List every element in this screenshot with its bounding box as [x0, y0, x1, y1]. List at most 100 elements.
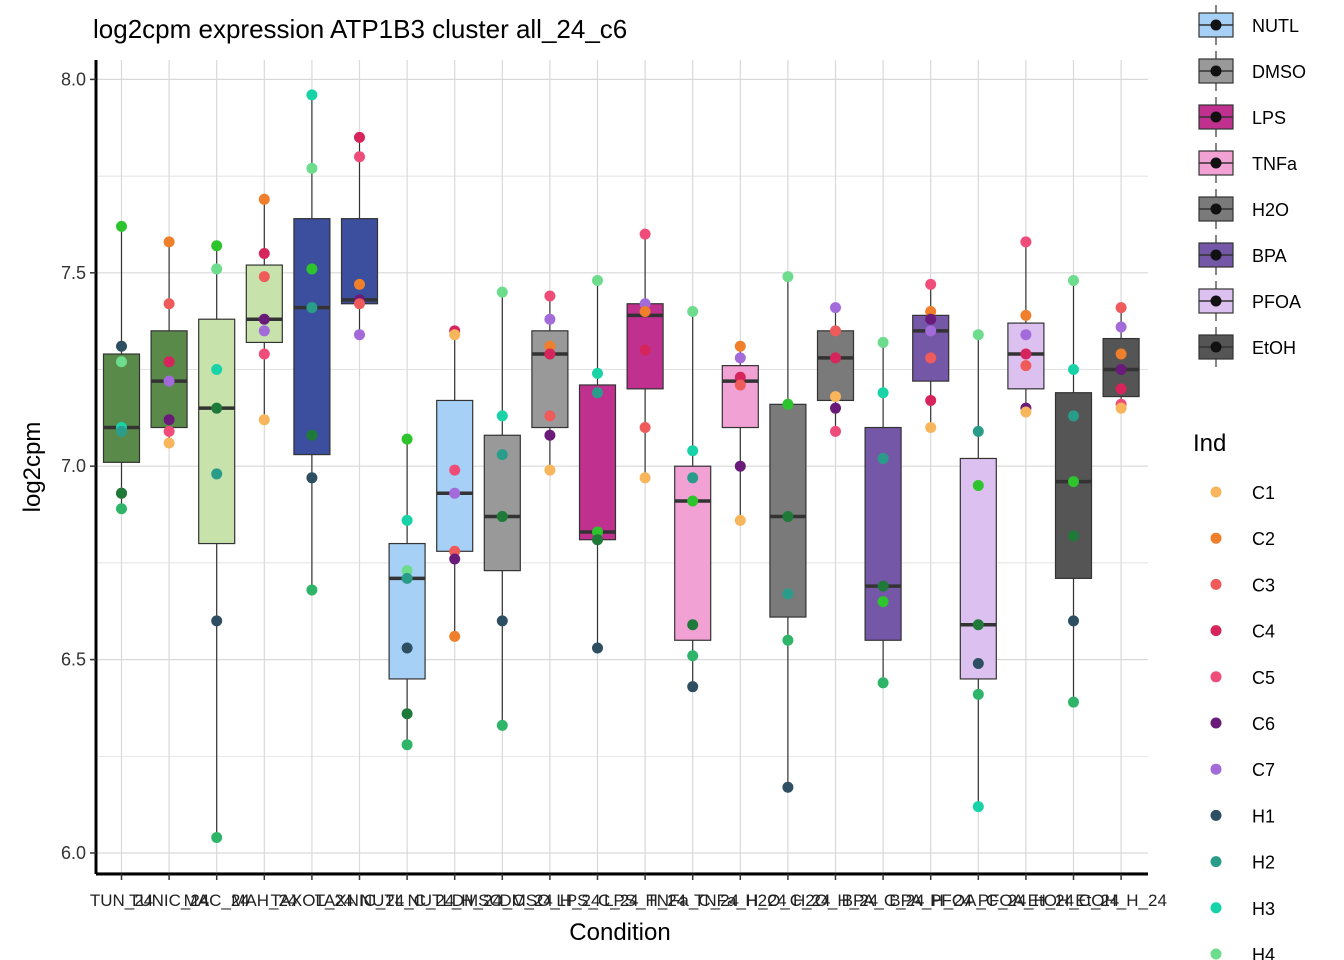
box-iqr	[674, 465, 712, 641]
point-C6	[544, 429, 556, 441]
legend-ind-label: C2	[1252, 529, 1275, 549]
point-H6	[1068, 696, 1079, 708]
legend-ind-dot	[1210, 578, 1222, 590]
point-C2	[449, 630, 461, 642]
point-C5	[354, 151, 365, 163]
point-H3	[972, 801, 984, 813]
point-C1	[1020, 406, 1032, 418]
legend-key-point	[1210, 203, 1222, 215]
legend-condition-item: NUTL	[1198, 5, 1299, 45]
point-C6	[258, 313, 270, 325]
point-C4	[925, 394, 937, 406]
box-TUN_24	[102, 220, 141, 515]
y-axis-title: log2cpm	[19, 422, 46, 513]
point-H5	[496, 510, 508, 522]
point-H2	[306, 302, 318, 314]
legend-key-point	[1210, 19, 1222, 31]
point-H2	[401, 572, 413, 584]
y-tick-label: 6.0	[61, 843, 86, 863]
box-TNFa_C_24	[674, 305, 712, 693]
legend-ind-label: C1	[1252, 483, 1275, 503]
point-H5	[1068, 530, 1079, 542]
legend-ind-label: H1	[1252, 806, 1275, 826]
point-C1	[639, 472, 651, 484]
point-H1	[972, 657, 984, 669]
legend-ind-dot	[1210, 856, 1222, 868]
point-H4	[877, 336, 889, 348]
box-iqr	[436, 399, 474, 552]
legend-ind-dot	[1210, 532, 1222, 544]
box-TAXNIC_24	[340, 131, 379, 341]
point-H4	[972, 329, 984, 341]
x-tick-label: EtOH_C_24	[1028, 891, 1120, 910]
point-H2	[782, 588, 794, 600]
point-H5	[877, 580, 889, 592]
point-C5	[830, 425, 841, 437]
point-C1	[449, 329, 461, 341]
point-C4	[163, 356, 175, 368]
legend-ind-dot	[1210, 486, 1222, 498]
legend-ind-label: H3	[1252, 899, 1275, 919]
legend-condition-item: LPS	[1198, 97, 1286, 137]
legend-condition-label: H2O	[1252, 200, 1289, 220]
box-NUTL_C_24	[388, 433, 426, 751]
point-C4	[830, 352, 841, 364]
legend-ind-item: H4	[1210, 945, 1275, 960]
legend-ind-dot	[1210, 717, 1222, 729]
point-C2	[639, 305, 651, 317]
box-iqr	[578, 384, 617, 541]
legend-condition-item: BPA	[1198, 235, 1287, 275]
legend-key-point	[1210, 111, 1222, 123]
legend-ind-item: C7	[1210, 760, 1275, 780]
box-H2O_H_24	[816, 302, 855, 437]
x-tick-label: TAXNIC_24	[315, 891, 404, 910]
point-C7	[258, 325, 270, 337]
legend-ind-label: C5	[1252, 668, 1275, 688]
point-C3	[544, 410, 556, 422]
point-C3	[925, 352, 937, 364]
box-EtOH_H_24	[1102, 302, 1140, 414]
point-C7	[544, 313, 556, 325]
point-C5	[449, 464, 461, 476]
legend-key-point	[1210, 295, 1222, 307]
point-H4	[401, 565, 413, 577]
point-H5	[592, 534, 603, 546]
box-iqr	[483, 434, 521, 572]
point-C1	[925, 422, 937, 434]
point-C6	[449, 553, 461, 565]
point-H6	[306, 584, 318, 596]
box-iqr	[150, 330, 188, 429]
y-tick-label: 7.5	[61, 263, 86, 283]
x-tick-label: MAH_24	[231, 891, 297, 910]
point-C2	[258, 193, 270, 205]
point-H6	[972, 688, 984, 700]
legend-ind-dot	[1210, 948, 1222, 960]
box-iqr	[198, 318, 236, 545]
point-C5	[1020, 236, 1032, 248]
point-C6	[925, 313, 937, 325]
point-C6	[1115, 364, 1127, 375]
point-H5	[116, 487, 127, 499]
point-H1	[592, 642, 603, 654]
legend-ind-item: C5	[1210, 668, 1275, 688]
box-TUNIC_24	[150, 236, 188, 449]
point-H4	[782, 271, 794, 283]
point-H7	[116, 220, 127, 232]
legend-key-point	[1210, 341, 1222, 353]
point-H3	[496, 410, 508, 422]
legend-ind-label: C3	[1252, 575, 1275, 595]
x-tick-label: TUN_24	[90, 891, 153, 910]
point-H1	[496, 615, 508, 627]
legend-condition-label: BPA	[1252, 246, 1287, 266]
point-C6	[163, 414, 175, 426]
x-tick-label: DMSO_H_24	[499, 891, 600, 910]
point-C2	[544, 340, 556, 352]
point-H2	[1068, 410, 1079, 422]
point-H6	[782, 634, 794, 646]
point-C7	[734, 352, 746, 364]
legend-ind-item: H1	[1210, 806, 1275, 826]
point-H5	[687, 619, 699, 631]
legend-ind-label: C6	[1252, 714, 1275, 734]
point-H7	[1068, 476, 1079, 488]
point-C5	[258, 348, 270, 360]
